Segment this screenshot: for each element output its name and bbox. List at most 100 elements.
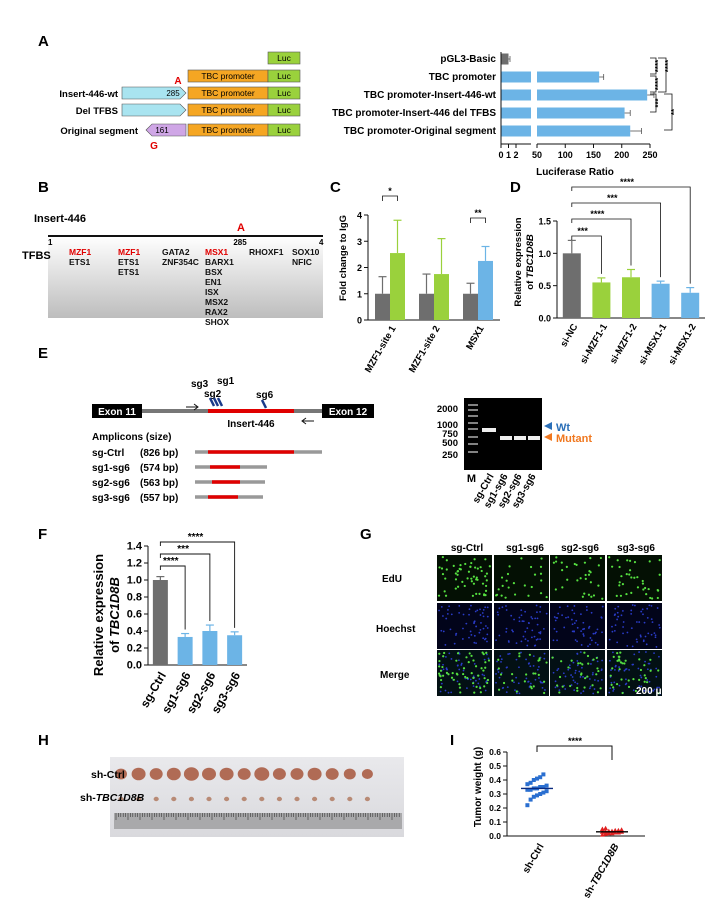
nucleus (536, 623, 539, 626)
data-point (538, 785, 543, 789)
edu-positive-cell (576, 579, 579, 582)
sig-marker: *** (607, 193, 618, 203)
edu-positive-cell (438, 665, 441, 668)
mutation-mark: A (237, 222, 245, 234)
edu-positive-cell (555, 556, 558, 559)
wt-band (482, 428, 496, 432)
amplicon-name: sg2-sg6 (92, 478, 130, 489)
edu-positive-cell (584, 577, 587, 581)
nucleus (654, 634, 657, 637)
edu-positive-cell (485, 651, 488, 654)
insert-title: Insert-446 (34, 213, 86, 225)
amplicon-name: sg-Ctrl (92, 448, 124, 459)
sig-marker: **** (568, 736, 583, 746)
nucleus (616, 641, 619, 644)
edu-positive-cell (633, 576, 636, 579)
nucleus (483, 674, 486, 677)
edu-positive-cell (468, 652, 471, 655)
y-tick-label: 0.1 (489, 817, 501, 827)
edu-positive-cell (576, 686, 579, 690)
nucleus (515, 642, 518, 645)
panel-label-h: H (38, 732, 49, 749)
edu-positive-cell (554, 588, 557, 591)
mutant-arrow-icon (544, 433, 552, 441)
edu-positive-cell (442, 655, 445, 658)
nucleus (640, 685, 643, 688)
nucleus (541, 686, 544, 689)
nucleus (568, 664, 571, 667)
nucleus (466, 687, 468, 690)
y-tick-label: 0.4 (489, 775, 501, 785)
edu-positive-cell (587, 573, 591, 576)
nucleus (638, 621, 641, 623)
edu-positive-cell (474, 665, 478, 668)
edu-positive-cell (558, 691, 561, 694)
nucleus (475, 642, 477, 645)
nucleus (512, 630, 514, 633)
nucleus (611, 630, 614, 633)
nucleus (574, 672, 577, 674)
nucleus (582, 690, 585, 693)
edu-positive-cell (592, 594, 596, 597)
edu-positive-cell (644, 677, 647, 680)
nucleus (486, 615, 489, 618)
edu-positive-cell (482, 653, 485, 656)
scale-label: 200 μm (636, 686, 671, 697)
nucleus (458, 611, 461, 614)
nucleus (639, 674, 642, 677)
nucleus (458, 605, 461, 607)
nucleus (525, 677, 528, 680)
sg-label: sg1 (217, 376, 235, 387)
edu-positive-cell (464, 562, 467, 566)
x-tick-label: 2 (513, 150, 518, 160)
nucleus (647, 632, 650, 635)
nucleus (468, 608, 471, 611)
nucleus (616, 618, 619, 621)
edu-positive-cell (627, 679, 630, 682)
edu-positive-cell (596, 691, 600, 694)
nucleus (640, 610, 643, 613)
tumor-sh-ctrl (325, 768, 339, 780)
nucleus (462, 627, 464, 630)
nucleus (500, 660, 502, 663)
nucleus (621, 610, 624, 612)
edu-positive-cell (617, 655, 620, 658)
tfbs-name: SHOX (205, 317, 229, 327)
nucleus (543, 657, 546, 660)
nucleus (574, 681, 577, 684)
nucleus (646, 668, 649, 671)
microscopy-tile (437, 603, 492, 649)
nucleus (593, 679, 596, 681)
bar (592, 282, 611, 318)
nucleus (626, 644, 629, 647)
nucleus (586, 609, 588, 611)
edu-positive-cell (461, 580, 464, 584)
edu-positive-cell (525, 673, 528, 676)
nucleus (580, 630, 583, 633)
nucleus (569, 667, 572, 670)
nucleus (614, 668, 616, 671)
nucleus (478, 678, 481, 680)
edu-positive-cell (583, 686, 586, 689)
edu-positive-cell (471, 594, 474, 597)
nucleus (500, 658, 503, 661)
amplicon-size: (574 bp) (140, 463, 178, 474)
nucleus (529, 682, 532, 685)
ladder-size: 2000 (437, 404, 458, 415)
nucleus (522, 635, 525, 638)
edu-positive-cell (560, 660, 563, 663)
nucleus (575, 619, 578, 622)
edu-positive-cell (452, 678, 455, 681)
nucleus (496, 660, 498, 663)
nucleus (482, 615, 485, 618)
nucleus (574, 639, 577, 641)
nucleus (613, 630, 616, 632)
panel-e-schematic: sg3 sg1 sg2 sg6 Exon 11 Exon 12 Insert-4… (92, 376, 374, 504)
nucleus (655, 667, 658, 670)
edu-positive-cell (589, 556, 592, 560)
nucleus (448, 652, 451, 655)
nucleus (576, 682, 579, 685)
x-tick-label: MSX1 (464, 323, 487, 352)
nucleus (535, 638, 538, 641)
bar (227, 635, 243, 665)
